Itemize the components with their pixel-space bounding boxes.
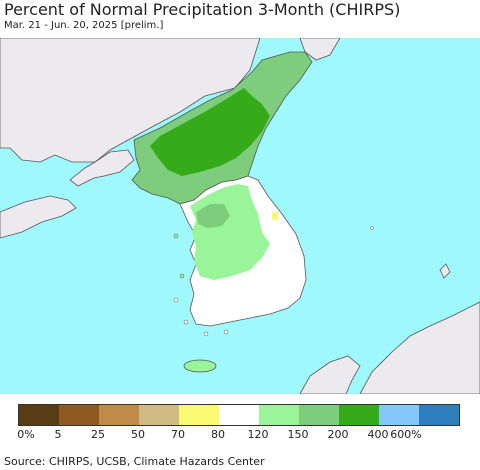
legend-swatch	[19, 405, 59, 425]
legend-swatch	[99, 405, 139, 425]
legend-swatch	[379, 405, 419, 425]
legend-label: 5	[54, 428, 62, 441]
source-credit: Source: CHIRPS, UCSB, Climate Hazards Ce…	[4, 455, 265, 468]
legend-swatch	[299, 405, 339, 425]
legend-label: 25	[91, 428, 105, 441]
map-title: Percent of Normal Precipitation 3-Month …	[4, 0, 401, 19]
legend-swatch	[219, 405, 259, 425]
legend-label: 120	[247, 428, 269, 441]
legend-label: 50	[131, 428, 145, 441]
land-japan-kyushu	[299, 355, 361, 394]
legend-swatch	[259, 405, 299, 425]
legend-swatch	[339, 405, 379, 425]
land-shandong	[0, 195, 77, 239]
legend-label: 600%	[390, 428, 422, 441]
legend-label: 400	[367, 428, 389, 441]
legend-label: 200	[327, 428, 349, 441]
land-russia	[299, 38, 341, 61]
legend-label: 0%	[17, 428, 35, 441]
region-dry-spot	[272, 212, 278, 220]
legend-label: 150	[287, 428, 309, 441]
legend-label: 70	[171, 428, 185, 441]
region-south-korea-wetter	[196, 204, 230, 228]
land-china	[0, 38, 261, 163]
legend-swatch	[139, 405, 179, 425]
legend-colorbar	[18, 404, 460, 426]
legend-swatch	[419, 405, 459, 425]
land-japan-island	[439, 263, 451, 279]
map-subtitle: Mar. 21 - Jun. 20, 2025 [prelim.]	[4, 20, 164, 31]
precipitation-map	[0, 38, 480, 394]
legend-labels: 0% 5 25 50 70 80 120 150 200 400 600%	[0, 428, 480, 442]
region-north-korea-core	[150, 88, 270, 176]
legend-swatch	[59, 405, 99, 425]
legend-swatch	[179, 405, 219, 425]
land-liaodong	[69, 149, 135, 187]
region-ulleungdo	[370, 226, 374, 230]
legend-label: 80	[211, 428, 225, 441]
region-jeju	[183, 359, 217, 373]
land-japan-honshu	[359, 301, 480, 394]
